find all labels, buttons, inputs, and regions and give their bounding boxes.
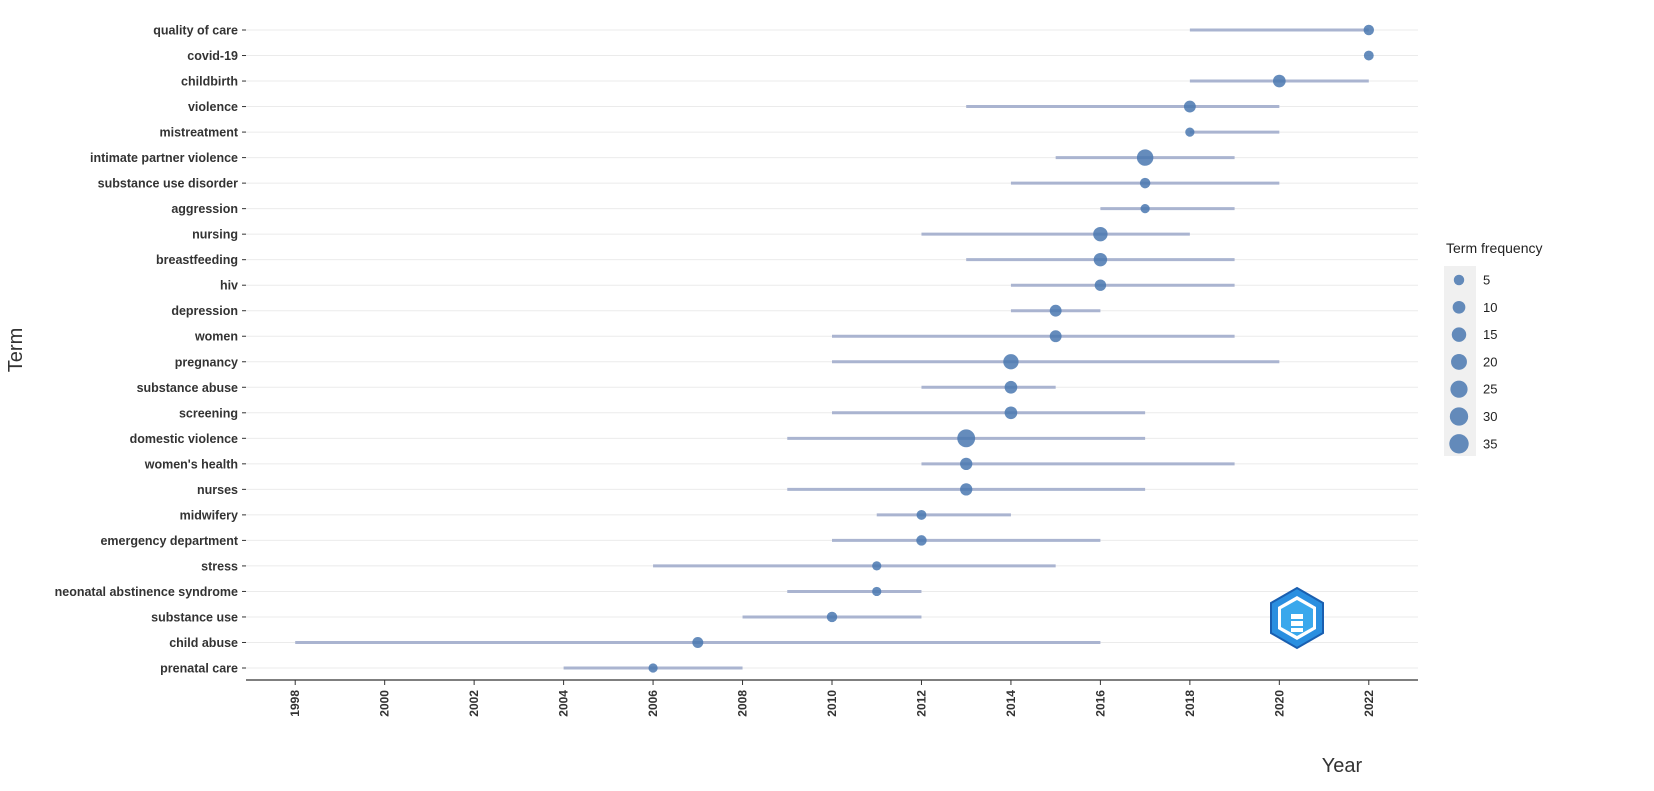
term-peak-points [648,24,1375,673]
legend-size-label: 25 [1483,382,1497,397]
x-tick-label: 2010 [825,690,839,717]
x-tick-label: 2014 [1004,690,1018,717]
term-peak-point [1093,226,1108,242]
term-peak-point [648,663,658,673]
legend-size-point [1449,407,1469,426]
x-tick-label: 2016 [1093,690,1107,717]
term-peak-point [1049,304,1062,317]
legend-size-label: 15 [1483,327,1497,342]
term-label: substance use disorder [98,177,238,191]
term-peak-point [960,483,973,496]
term-peak-point [1363,50,1374,61]
grid-lines [246,29,1418,669]
legend-size-point [1451,353,1467,370]
term-peak-point [1094,279,1107,291]
term-label: prenatal care [160,662,238,676]
term-label: aggression [171,202,238,216]
term-label: hiv [220,279,238,293]
term-label: midwifery [180,508,238,522]
term-peak-point [1004,380,1018,394]
term-peak-point [957,429,976,448]
term-peak-point [1185,127,1195,137]
legend-size-point [1449,434,1469,454]
legend-size-label: 5 [1483,273,1490,288]
x-tick-label: 2004 [557,690,571,717]
x-axis: 1998 2000 2002 2004 2006 2008 2010 2012 2014 2016… [246,679,1418,717]
term-label: women [194,330,238,344]
term-frequency-legend: Term frequency 5 10 15 20 25 30 35 [1444,240,1542,456]
term-label: domestic violence [130,432,238,446]
legend-items: 5 10 15 20 25 30 35 [1449,273,1497,454]
term-label: nurses [197,483,238,497]
x-tick-label: 2018 [1183,690,1197,717]
term-label: intimate partner violence [90,151,238,165]
term-label: substance abuse [137,381,238,395]
term-label: child abuse [169,636,238,650]
legend-size-point [1453,274,1465,286]
legend-title: Term frequency [1446,240,1542,256]
term-peak-point [826,611,838,623]
term-peak-point [916,509,927,520]
term-year-ranges [295,28,1369,670]
x-tick-label: 2020 [1272,690,1286,717]
term-label: stress [201,559,238,573]
term-peak-point [1004,406,1018,420]
x-axis-title: Year [1322,755,1363,777]
term-peak-point [872,561,882,571]
term-labels: quality of care covid-19 childbirth violenc… [55,24,246,676]
term-label: screening [179,406,238,420]
term-peak-point [1049,330,1062,343]
y-axis-title: Term [5,328,27,372]
legend-size-label: 30 [1483,409,1497,424]
term-label: quality of care [153,24,238,38]
legend-size-point [1450,380,1468,398]
term-label: breastfeeding [156,253,238,267]
term-label: covid-19 [187,49,238,63]
x-tick-label: 2008 [736,690,750,717]
legend-size-point [1452,300,1466,314]
term-label: substance use [151,610,238,624]
term-label: childbirth [181,75,238,89]
term-label: nursing [192,228,238,242]
bibliometrix-logo-icon [1270,586,1324,650]
term-peak-point [1183,100,1196,113]
term-label: mistreatment [160,126,239,140]
term-label: depression [171,304,238,318]
term-peak-point [1003,354,1019,370]
term-peak-point [1093,252,1108,267]
x-tick-label: 2022 [1362,690,1376,717]
legend-size-label: 20 [1483,354,1497,369]
x-tick-label: 2012 [914,690,928,717]
term-peak-point [916,535,927,546]
term-label: emergency department [100,534,238,548]
term-peak-point [1140,204,1150,214]
term-label: neonatal abstinence syndrome [55,585,238,599]
x-tick-label: 2000 [378,690,392,717]
legend-size-label: 35 [1483,436,1497,451]
term-peak-point [692,636,704,648]
term-peak-point [1272,74,1286,88]
x-tick-label: 1998 [288,690,302,717]
term-label: violence [188,100,238,114]
legend-size-point [1451,327,1467,342]
term-peak-point [872,586,882,597]
term-label: women's health [144,457,238,471]
term-peak-point [1363,24,1375,36]
x-tick-label: 2006 [646,690,660,717]
term-peak-point [1139,177,1151,189]
term-peak-point [960,457,973,470]
term-peak-point [1136,149,1154,166]
x-tick-label: 2002 [467,690,481,717]
term-label: pregnancy [175,355,238,369]
legend-size-label: 10 [1483,300,1497,315]
